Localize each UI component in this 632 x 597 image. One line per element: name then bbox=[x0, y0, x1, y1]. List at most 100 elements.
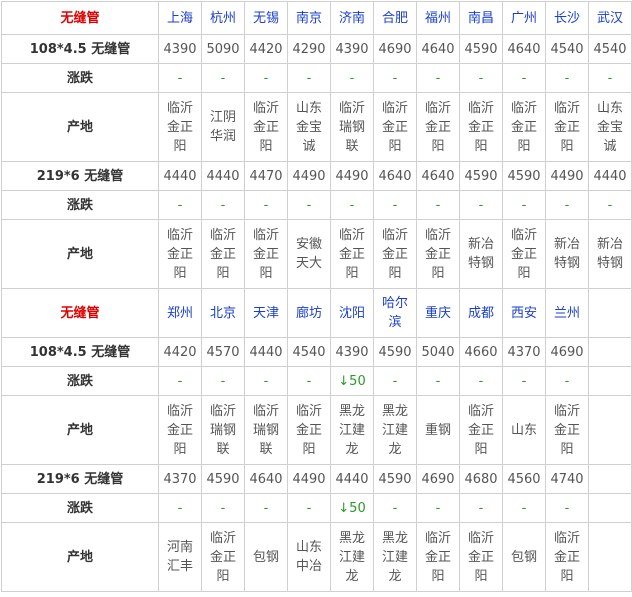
change-cell: - bbox=[459, 63, 503, 93]
city-name: 无锡 bbox=[244, 1, 288, 35]
origin-row: 产地 临沂金正阳 临沂金正阳 临沂金正阳 安徽天大 临沂金正阳 临沂金正阳 临沂金正阳 新冶特钢… bbox=[1, 219, 632, 289]
city-name: 北京 bbox=[201, 288, 245, 338]
price-cell: 4470 bbox=[244, 161, 288, 191]
origin-cell: 临沂金正阳 bbox=[545, 395, 589, 465]
origin-cell: 河南汇丰 bbox=[158, 522, 202, 592]
change-cell: - bbox=[502, 493, 546, 523]
header-label: 无缝管 bbox=[1, 1, 159, 35]
city-name: 天津 bbox=[244, 288, 288, 338]
change-row: 涨跌 - - - - ↓50- - - - - bbox=[1, 493, 632, 523]
price-cell: 4390 bbox=[330, 337, 374, 367]
origin-cell: 临沂金正阳 bbox=[244, 92, 288, 162]
change-cell: - bbox=[244, 190, 288, 220]
origin-cell: 临沂金正阳 bbox=[158, 219, 202, 289]
price-cell: 4420 bbox=[244, 34, 288, 64]
origin-cell: 临沂金正阳 bbox=[502, 92, 546, 162]
origin-cell: 临沂金正阳 bbox=[459, 522, 503, 592]
row-label: 219*6 无缝管 bbox=[1, 464, 159, 494]
change-cell: - bbox=[459, 493, 503, 523]
city-name: 武汉 bbox=[588, 1, 632, 35]
city-name: 哈尔滨 bbox=[373, 288, 417, 338]
change-cell: - bbox=[373, 190, 417, 220]
change-cell: - bbox=[330, 190, 374, 220]
city-name: 福州 bbox=[416, 1, 460, 35]
change-row: 涨跌 - - - - - - - - - - - bbox=[1, 63, 632, 93]
origin-cell: 新冶特钢 bbox=[588, 219, 632, 289]
change-cell: - bbox=[158, 63, 202, 93]
city-name: 济南 bbox=[330, 1, 374, 35]
empty-cell bbox=[588, 464, 632, 494]
price-cell: 4590 bbox=[502, 161, 546, 191]
change-cell: - bbox=[545, 63, 589, 93]
origin-cell: 临沂金正阳 bbox=[373, 92, 417, 162]
change-cell: - bbox=[502, 63, 546, 93]
empty-cell bbox=[588, 493, 632, 523]
change-cell: - bbox=[502, 366, 546, 396]
price-cell: 4690 bbox=[373, 34, 417, 64]
change-cell: - bbox=[459, 190, 503, 220]
price-cell: 4560 bbox=[502, 464, 546, 494]
price-cell: 4570 bbox=[201, 337, 245, 367]
change-cell: - bbox=[287, 366, 331, 396]
price-row: 219*6 无缝管 4370 4590 4640 4490 4440 4590 4690 468… bbox=[1, 464, 632, 494]
price-cell: 4420 bbox=[158, 337, 202, 367]
header-row: 无缝管 郑州 北京 天津 廊坊 沈阳 哈尔滨 重庆 成都 西安 兰州 bbox=[1, 288, 632, 338]
city-name: 重庆 bbox=[416, 288, 460, 338]
origin-cell: 山东 bbox=[502, 395, 546, 465]
origin-cell: 临沂金正阳 bbox=[330, 219, 374, 289]
price-cell: 4440 bbox=[588, 161, 632, 191]
change-cell: - bbox=[244, 366, 288, 396]
origin-cell: 临沂金正阳 bbox=[545, 522, 589, 592]
origin-cell: 新冶特钢 bbox=[459, 219, 503, 289]
price-row: 219*6 无缝管 4440 4440 4470 4490 4490 4640 4640 459… bbox=[1, 161, 632, 191]
price-cell: 4490 bbox=[287, 161, 331, 191]
price-cell: 4490 bbox=[287, 464, 331, 494]
empty-cell bbox=[588, 395, 632, 465]
origin-cell: 山东中冶 bbox=[287, 522, 331, 592]
price-cell: 4590 bbox=[459, 34, 503, 64]
city-name: 广州 bbox=[502, 1, 546, 35]
origin-cell: 临沂金正阳 bbox=[459, 92, 503, 162]
city-name: 郑州 bbox=[158, 288, 202, 338]
origin-cell: 临沂瑞钢联 bbox=[244, 395, 288, 465]
city-name: 上海 bbox=[158, 1, 202, 35]
change-cell: - bbox=[588, 63, 632, 93]
change-cell: - bbox=[287, 190, 331, 220]
city-name: 成都 bbox=[459, 288, 503, 338]
change-cell: - bbox=[201, 366, 245, 396]
price-cell: 4440 bbox=[330, 464, 374, 494]
price-row: 108*4.5 无缝管 4390 5090 4420 4290 4390 4690 4640 4… bbox=[1, 34, 632, 64]
origin-cell: 包钢 bbox=[502, 522, 546, 592]
change-cell: - bbox=[373, 63, 417, 93]
change-cell: ↓50 bbox=[330, 366, 374, 396]
change-cell: - bbox=[545, 190, 589, 220]
origin-cell: 山东金宝诚 bbox=[287, 92, 331, 162]
header-label: 无缝管 bbox=[1, 288, 159, 338]
header-row: 无缝管 上海 杭州 无锡 南京 济南 合肥 福州 南昌 广州 长沙 武汉 bbox=[1, 1, 632, 35]
origin-cell: 黑龙江建龙 bbox=[373, 395, 417, 465]
origin-cell: 山东金宝诚 bbox=[588, 92, 632, 162]
city-name: 长沙 bbox=[545, 1, 589, 35]
change-cell: - bbox=[201, 190, 245, 220]
row-label: 219*6 无缝管 bbox=[1, 161, 159, 191]
city-name: 沈阳 bbox=[330, 288, 374, 338]
origin-row: 产地 临沂金正阳 临沂瑞钢联 临沂瑞钢联 临沂金正阳 黑龙江建龙 黑龙江建龙 重钢 临沂金正阳山… bbox=[1, 395, 632, 465]
price-cell: 4290 bbox=[287, 34, 331, 64]
origin-cell: 临沂金正阳 bbox=[459, 395, 503, 465]
origin-cell: 黑龙江建龙 bbox=[330, 395, 374, 465]
price-cell: 4680 bbox=[459, 464, 503, 494]
change-cell: - bbox=[416, 63, 460, 93]
city-name: 南京 bbox=[287, 1, 331, 35]
change-cell: - bbox=[373, 366, 417, 396]
origin-cell: 新冶特钢 bbox=[545, 219, 589, 289]
origin-cell: 江阴华润 bbox=[201, 92, 245, 162]
change-cell: - bbox=[244, 493, 288, 523]
change-cell: - bbox=[459, 366, 503, 396]
origin-cell: 临沂金正阳 bbox=[502, 219, 546, 289]
origin-cell: 临沂金正阳 bbox=[201, 219, 245, 289]
origin-cell: 临沂金正阳 bbox=[244, 219, 288, 289]
price-cell: 4370 bbox=[158, 464, 202, 494]
row-label: 涨跌 bbox=[1, 366, 159, 396]
origin-cell: 临沂瑞钢联 bbox=[330, 92, 374, 162]
